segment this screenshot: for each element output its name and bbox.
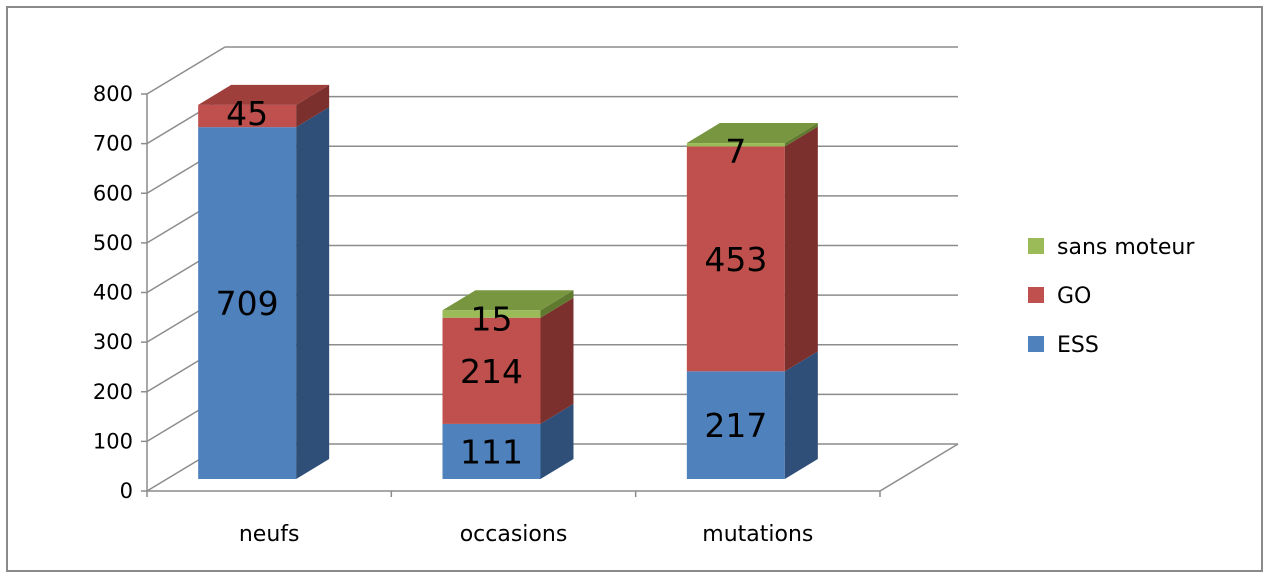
- gridline-depth-800: [146, 46, 226, 95]
- bar-segment-occasions-sans-moteur: [442, 290, 574, 318]
- bar-side-occasions-GO: [540, 297, 574, 424]
- bar-side-neufs-ESS: [296, 107, 330, 479]
- legend-label-GO: GO: [1057, 284, 1091, 309]
- bar-front-neufs-GO: [198, 104, 297, 128]
- data-label-mutations-sans-moteur: 7: [725, 132, 746, 171]
- bar-side-occasions-ESS: [540, 403, 574, 479]
- bar-side-mutations-sans-moteur: [784, 123, 818, 147]
- bar-side-neufs-GO: [296, 84, 330, 128]
- data-label-mutations-GO: 453: [704, 240, 767, 279]
- y-tick-label-800: 800: [93, 82, 133, 106]
- bar-front-occasions-ESS: [442, 423, 541, 479]
- floor-right-edge: [879, 443, 959, 492]
- bar-top-neufs: [198, 84, 330, 105]
- x-category-label-neufs: neufs: [239, 522, 300, 547]
- x-category-label-occasions: occasions: [460, 522, 568, 547]
- bar-segment-mutations-ESS: [686, 351, 818, 479]
- legend-swatch-sans-moteur: [1028, 238, 1044, 254]
- bar-front-mutations-ESS: [686, 371, 785, 479]
- data-label-neufs-GO: 45: [226, 94, 268, 133]
- y-tick-label-100: 100: [93, 429, 133, 453]
- data-label-occasions-GO: 214: [460, 352, 523, 391]
- data-label-occasions-ESS: 111: [460, 432, 523, 471]
- bar-front-neufs-ESS: [198, 127, 297, 479]
- bar-front-occasions-sans-moteur: [442, 310, 541, 318]
- bar-side-mutations-GO: [784, 126, 818, 372]
- bar-segment-occasions-ESS: [442, 403, 574, 479]
- x-category-label-mutations: mutations: [702, 522, 813, 547]
- data-label-mutations-ESS: 217: [704, 406, 767, 445]
- legend-label-ESS: ESS: [1057, 333, 1099, 358]
- bar-front-mutations-sans-moteur: [686, 143, 785, 147]
- y-tick-label-600: 600: [93, 181, 133, 205]
- bar-side-occasions-sans-moteur: [540, 290, 574, 318]
- bar-front-mutations-GO: [686, 146, 785, 372]
- legend-swatch-ESS: [1028, 336, 1044, 352]
- y-tick-label-200: 200: [93, 380, 133, 404]
- legend-item-GO: GO: [1028, 284, 1091, 309]
- y-tick-label-700: 700: [93, 132, 133, 156]
- bar-segment-mutations-GO: [686, 126, 818, 372]
- bar-segment-neufs-GO: [198, 84, 330, 128]
- bar-segment-occasions-GO: [442, 297, 574, 424]
- chart-frame: 0 100 200 300 400 500 600 700 800 neufs occasions m…: [6, 6, 1263, 572]
- y-tick-label-500: 500: [93, 231, 133, 255]
- data-label-occasions-sans-moteur: 15: [471, 299, 513, 338]
- legend-label-sans-moteur: sans moteur: [1057, 235, 1195, 260]
- bar-segment-neufs-ESS: [198, 107, 330, 479]
- y-tick-label-0: 0: [120, 479, 133, 503]
- legend-swatch-GO: [1028, 287, 1044, 303]
- bar-segment-mutations-sans-moteur: [686, 123, 818, 147]
- bar-front-occasions-GO: [442, 317, 541, 424]
- y-tick-label-400: 400: [93, 281, 133, 305]
- stacked-3d-bar-chart: 0 100 200 300 400 500 600 700 800 neufs occasions m…: [93, 46, 1195, 547]
- bar-top-occasions: [442, 290, 574, 311]
- y-tick-label-300: 300: [93, 330, 133, 354]
- legend-item-sans-moteur: sans moteur: [1028, 235, 1195, 260]
- legend-item-ESS: ESS: [1028, 333, 1099, 358]
- bar-top-mutations: [686, 123, 818, 144]
- data-label-neufs-ESS: 709: [216, 284, 279, 323]
- bar-side-mutations-ESS: [784, 351, 818, 479]
